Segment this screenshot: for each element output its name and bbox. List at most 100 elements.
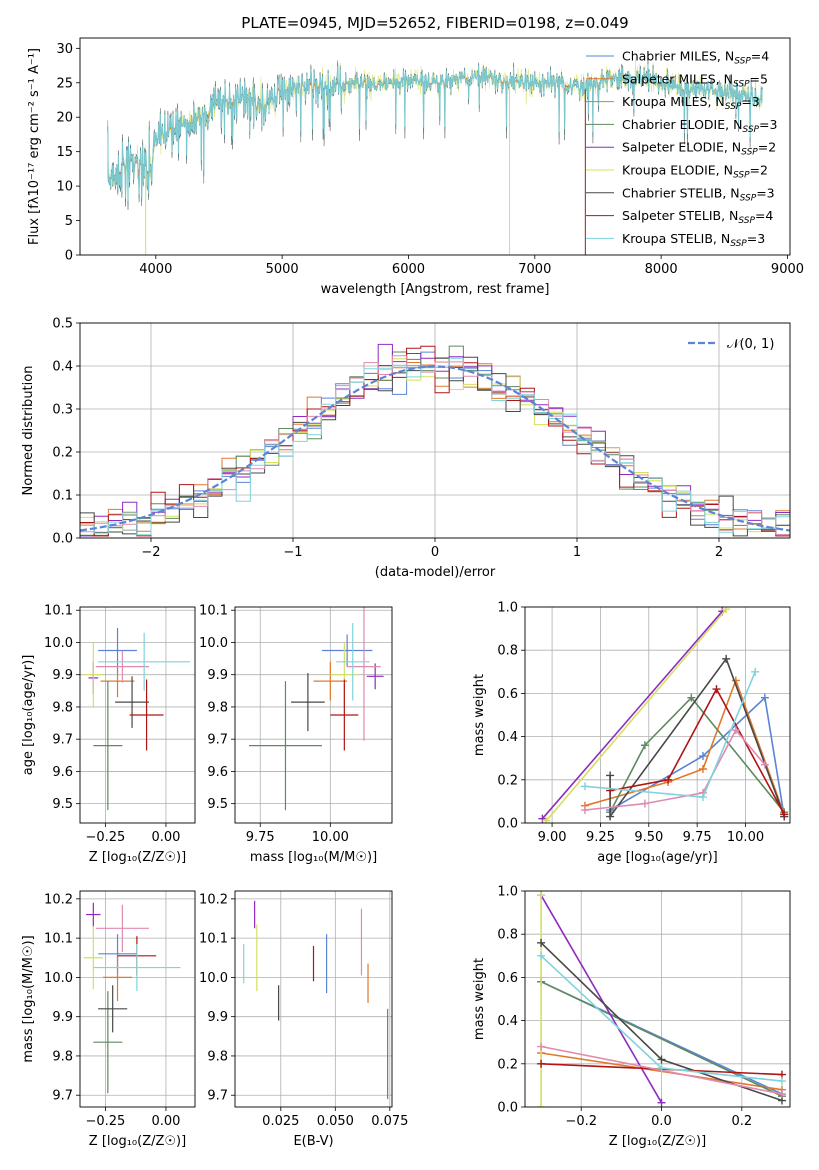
legend-label: 𝒩(0, 1) (727, 337, 774, 352)
y-tick-label: 9.7 (52, 1089, 73, 1104)
weight-marker (606, 812, 615, 821)
legend-label-main: Chabrier ELODIE, N (622, 117, 742, 132)
x-tick-label: −0.25 (85, 1114, 125, 1129)
normal-reference-curve (80, 365, 790, 532)
weight-marker (698, 765, 707, 773)
x-tick-label: 0.075 (371, 1114, 408, 1129)
x-tick-label: 9.75 (246, 830, 275, 845)
y-axis-label: age [log₁₀(age/yr)] (21, 655, 36, 776)
weight-line (540, 894, 663, 1104)
weight-marker (537, 951, 546, 960)
y-tick-label: 9.5 (52, 797, 73, 812)
weight-marker (542, 816, 551, 823)
axes-frame (234, 890, 393, 1108)
legend-label-tail: =3 (756, 185, 774, 200)
x-axis-label: E(B-V) (293, 1134, 333, 1149)
legend-label: Chabrier ELODIE, NSSP=3 (622, 117, 777, 135)
weight-marker (687, 693, 696, 702)
x-tick-label: 0.00 (151, 1114, 180, 1129)
x-tick-label: 10.00 (312, 830, 349, 845)
y-tick-label: 0.4 (497, 1014, 518, 1029)
x-tick-label: 0.2 (731, 1114, 752, 1129)
legend-label-tail: =3 (741, 94, 759, 109)
legend-label-sub: SSP (738, 216, 755, 226)
y-tick-label: 0.4 (52, 360, 73, 375)
y-tick-label: 10.2 (199, 892, 228, 907)
legend-label-sub: SSP (742, 125, 759, 135)
y-tick-label: 0.0 (497, 817, 518, 832)
y-tick-label: 10.0 (199, 636, 228, 651)
weight-line (541, 610, 723, 820)
grid-age-vs-Z (80, 607, 195, 823)
legend: 𝒩(0, 1) (688, 337, 774, 352)
y-tick-label: 9.9 (207, 1010, 228, 1025)
axes-frame (234, 606, 393, 824)
plot-mass-vs-ebv (243, 900, 389, 1100)
x-tick-label: 7000 (518, 262, 551, 277)
y-tick-label: 0.0 (52, 532, 73, 547)
legend-label: Salpeter MILES, NSSP=5 (622, 71, 768, 89)
axes-weight-vs-Z: −0.2 0.0 0.2 0.0 0.2 0.4 0.6 0.8 1.0 Z [log₁₀(Z/Z… (472, 885, 791, 1149)
weight-marker (698, 752, 707, 761)
weight-marker (777, 1090, 786, 1099)
legend-label-sub: SSP (733, 171, 750, 181)
legend-label-main: Chabrier MILES, N (622, 49, 734, 64)
legend-label-tail: =2 (750, 163, 768, 178)
weight-marker (657, 1098, 666, 1107)
weight-line (545, 608, 727, 822)
x-tick-label: 8000 (645, 262, 678, 277)
legend-label: Salpeter ELODIE, NSSP=2 (622, 140, 776, 158)
legend-label-tail: =4 (755, 208, 773, 223)
legend-label-main: Salpeter ELODIE, N (622, 140, 741, 155)
axes-frame (79, 890, 196, 1108)
x-tick-label: −0.2 (565, 1114, 597, 1129)
y-tick-label: 0.8 (497, 644, 518, 659)
y-tick-label: 10 (56, 180, 73, 195)
legend-label-sub: SSP (734, 57, 751, 67)
y-axis-label: Normed distribution (21, 366, 36, 496)
y-axis-label: mass [log₁₀(M/M☉)] (21, 935, 36, 1062)
axes-residuals: −2 −1 0 1 2 0.0 0.1 0.2 0.3 0.4 0.5 (data-model)/er… (21, 317, 791, 580)
weight-line (609, 687, 785, 815)
plot-weight-vs-age (538, 607, 789, 823)
weight-marker (537, 938, 546, 947)
plot-age-vs-mass (249, 607, 384, 811)
axes-mass-vs-Z: −0.25 0.00 9.7 9.8 9.9 10.0 10.1 10.2 Z [log₁₀(Z… (21, 890, 196, 1149)
grid-mass-vs-Z (80, 891, 195, 1107)
x-tick-label: 0.00 (151, 830, 180, 845)
plot-weight-vs-Z (537, 891, 786, 1107)
weight-marker (580, 806, 589, 815)
y-tick-label: 0 (65, 249, 73, 264)
y-tick-label: 0.3 (52, 403, 73, 418)
weight-marker (751, 667, 760, 676)
plot-age-vs-Z (83, 627, 191, 811)
y-axis-label: mass weight (472, 674, 487, 756)
x-tick-label: 1 (573, 545, 581, 560)
y-tick-label: 0.0 (497, 1101, 518, 1116)
grid-weight-vs-Z (525, 890, 790, 1108)
legend-label-main: Chabrier STELIB, N (622, 185, 740, 200)
legend-label-tail: =3 (759, 117, 777, 132)
y-tick-label: 0.2 (497, 773, 518, 788)
y-tick-label: 20 (56, 111, 73, 126)
legend-label: Chabrier MILES, NSSP=4 (622, 49, 769, 67)
legend-label-sub: SSP (730, 239, 747, 249)
legend-label-main: Kroupa STELIB, N (622, 231, 730, 246)
weight-marker (722, 654, 731, 663)
y-tick-label: 10.1 (44, 932, 73, 947)
y-tick-label: 10.1 (199, 604, 228, 619)
y-tick-label: 0.2 (497, 1057, 518, 1072)
x-axis-label: age [log₁₀(age/yr)] (597, 850, 718, 865)
weight-line (609, 696, 785, 817)
x-tick-label: 2 (715, 545, 723, 560)
y-tick-label: 1.0 (497, 885, 518, 900)
y-tick-label: 1.0 (497, 601, 518, 616)
axes-mass-vs-ebv: 0.025 0.050 0.075 9.7 9.8 9.9 10.0 10.1 10.2 E(B-… (199, 890, 408, 1149)
x-axis-label: Z [log₁₀(Z/Z☉)] (89, 850, 186, 865)
x-axis-label: Z [log₁₀(Z/Z☉)] (89, 1134, 186, 1149)
y-tick-label: 30 (56, 42, 73, 57)
axes-frame (79, 322, 791, 539)
legend-label: Salpeter STELIB, NSSP=4 (622, 208, 773, 226)
x-tick-label: −2 (141, 545, 160, 560)
